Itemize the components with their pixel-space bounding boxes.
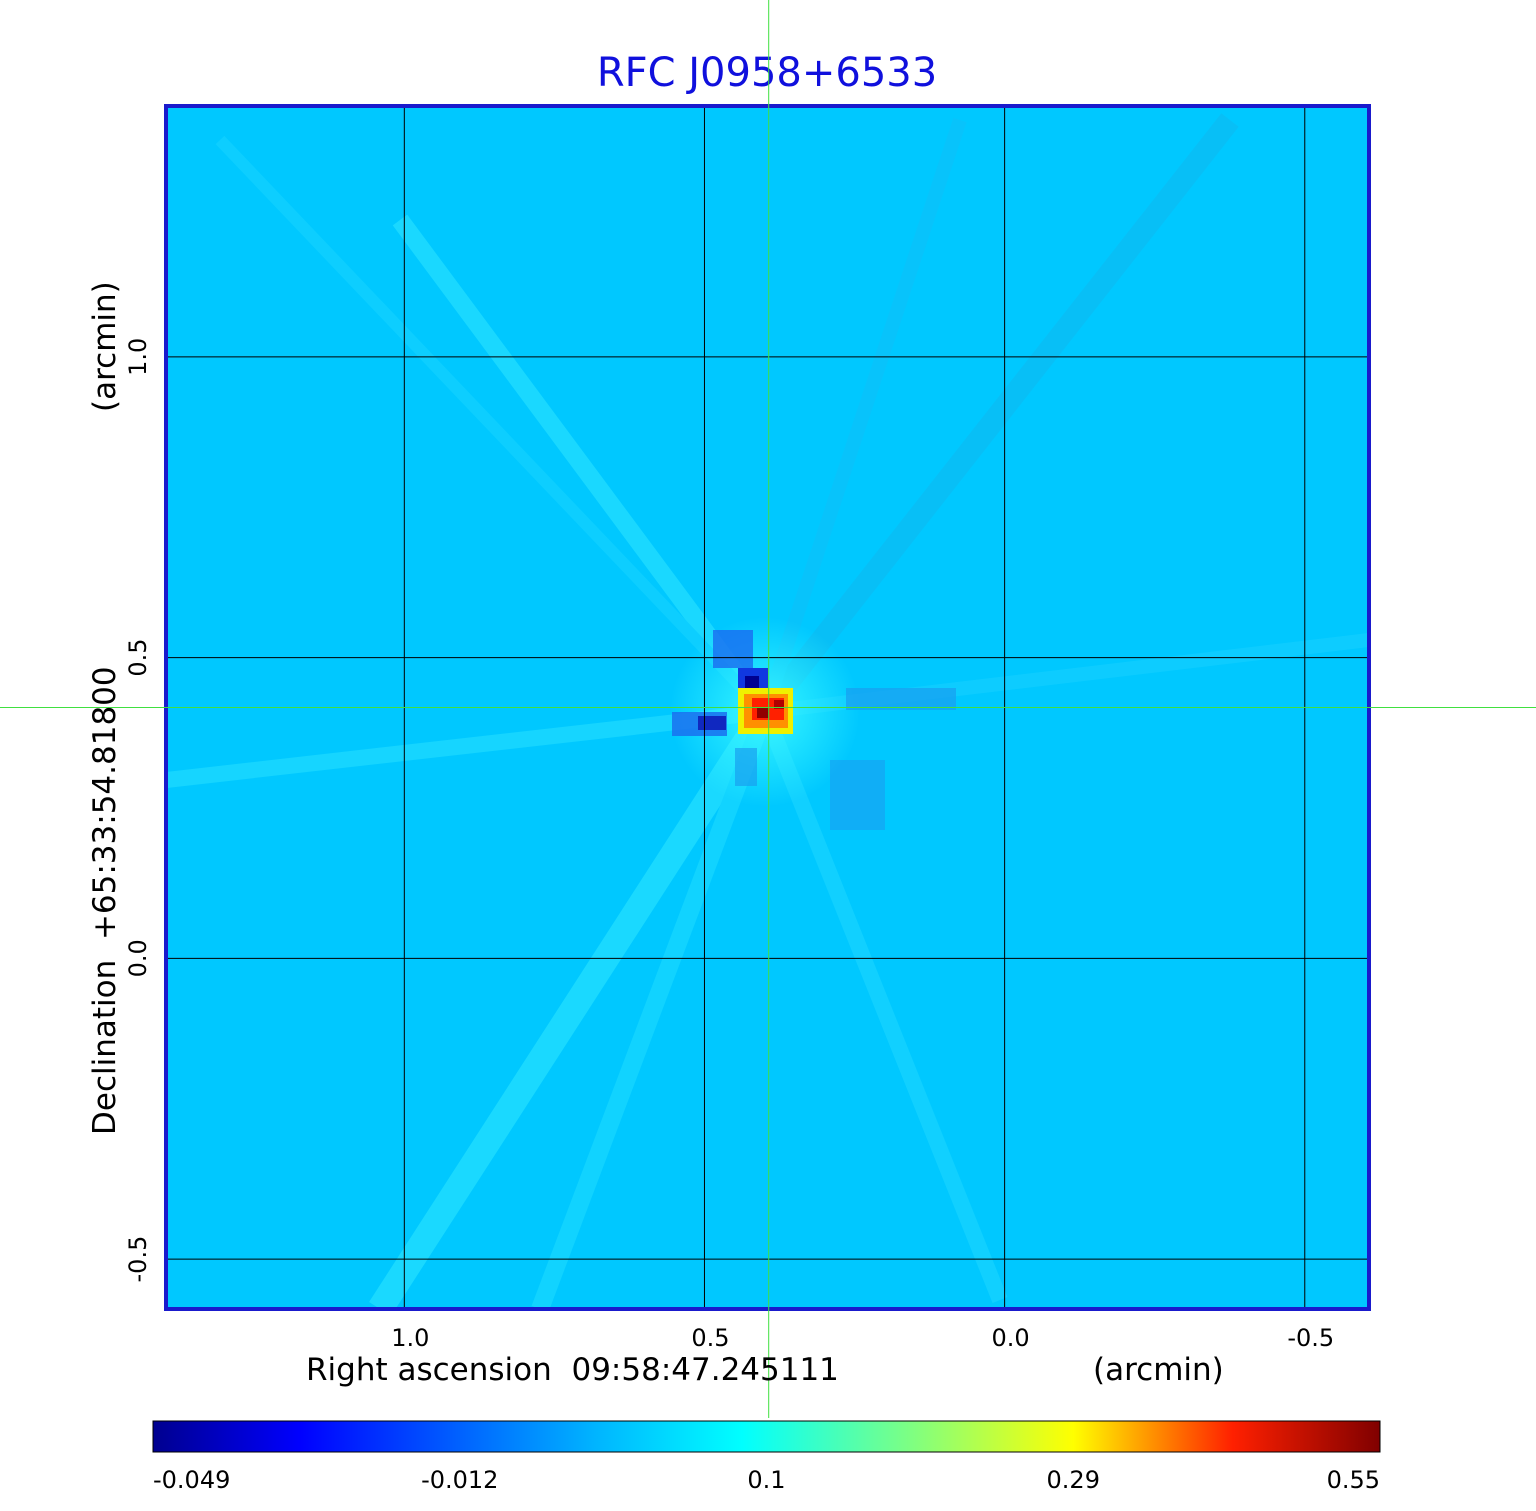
sidelobe-streaks [166,113,1369,1309]
colorbar-tick-labels: -0.049 -0.012 0.1 0.29 0.55 [153,1466,1380,1494]
y-tick-label: -0.5 [124,1236,152,1283]
x-axis-label: Right ascension 09:58:47.245111 [306,1352,839,1388]
colorbar-tick-label: 0.1 [747,1466,785,1494]
colorbar-tick-label: -0.049 [153,1466,230,1494]
x-tick-label: 0.0 [992,1324,1030,1352]
x-axis-unit: (arcmin) [1093,1352,1224,1388]
y-tick-label: 1.0 [124,338,152,376]
y-tick-label: 0.5 [124,638,152,676]
x-tick-label: 0.5 [691,1324,729,1352]
y-tick-labels: 1.0 0.5 0.0 -0.5 [124,338,152,1283]
x-tick-labels: 1.0 0.5 0.0 -0.5 [391,1324,1334,1352]
colorbar-tick-label: 0.29 [1047,1466,1100,1494]
colorbar-tick-label: -0.012 [421,1466,498,1494]
colorbar [152,1420,1381,1453]
y-axis-label: Declination +65:33:54.81800 [87,666,123,1135]
y-tick-label: 0.0 [124,939,152,977]
crosshair [0,0,1536,1418]
chart-title: RFC J0958+6533 [597,50,937,96]
colorbar-tick-label: 0.55 [1327,1466,1380,1494]
source-emission [670,617,956,830]
y-axis-unit: (arcmin) [87,281,123,412]
x-tick-label: -0.5 [1287,1324,1334,1352]
x-tick-label: 1.0 [391,1324,429,1352]
